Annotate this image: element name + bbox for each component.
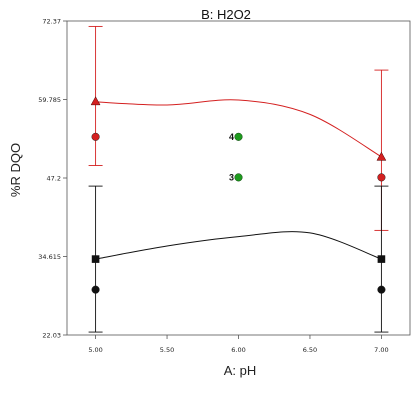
series-high	[88, 25, 389, 231]
x-tick-label: 7.00	[374, 346, 388, 354]
circle-marker	[377, 173, 386, 182]
circle-marker	[91, 285, 100, 294]
x-tick-label: 6.00	[231, 346, 245, 354]
chart-title: B: H2O2	[201, 7, 251, 22]
series-low	[88, 185, 389, 333]
circle-marker	[377, 285, 386, 294]
circle-marker	[91, 132, 100, 141]
series-line-low	[95, 231, 382, 260]
y-tick-label: 22.03	[42, 332, 61, 340]
square-marker	[377, 255, 386, 263]
triangle-marker	[376, 151, 387, 161]
y-tick-label: 34.615	[38, 253, 61, 261]
x-axis-label: A: pH	[224, 363, 257, 378]
y-tick-label: 72.37	[42, 18, 61, 26]
x-tick-label: 5.50	[160, 346, 174, 354]
square-marker	[91, 255, 100, 263]
y-axis-label: %R DQO	[8, 143, 23, 197]
x-tick-label: 6.50	[303, 346, 317, 354]
series-line-high	[95, 99, 382, 158]
design-points: 43	[229, 132, 243, 182]
point-count-label: 4	[229, 132, 234, 142]
x-tick-label: 5.00	[88, 346, 102, 354]
point-count-label: 3	[229, 172, 234, 182]
center-point-marker	[234, 173, 243, 182]
center-point-marker	[234, 132, 243, 141]
y-tick-label: 47.2	[47, 175, 61, 183]
triangle-marker	[90, 96, 101, 106]
y-tick-label: 59.785	[38, 96, 61, 104]
